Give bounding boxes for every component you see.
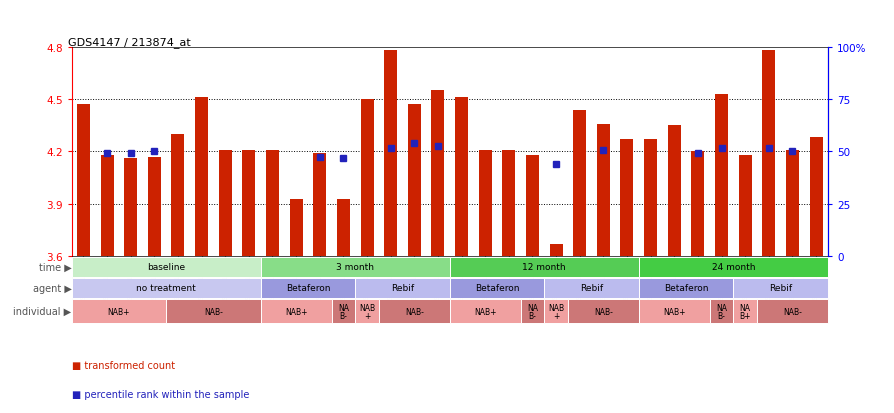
Text: Rebif: Rebif [579, 284, 603, 292]
Text: agent ▶: agent ▶ [33, 283, 72, 293]
Bar [478, 150, 491, 257]
Text: NA
B-: NA B- [527, 303, 537, 320]
Bar [449, 278, 544, 298]
Bar [762, 51, 774, 257]
Bar [449, 299, 520, 324]
Bar [72, 257, 260, 277]
Bar [378, 299, 450, 324]
Bar [714, 95, 727, 257]
Bar [336, 199, 350, 257]
Bar [568, 299, 638, 324]
Bar [148, 157, 161, 257]
Bar [260, 299, 331, 324]
Bar [691, 152, 704, 257]
Bar [520, 299, 544, 324]
Bar [166, 299, 260, 324]
Text: baseline: baseline [147, 263, 185, 272]
Bar [502, 150, 515, 257]
Text: NAB+: NAB+ [662, 307, 685, 316]
Bar [544, 278, 638, 298]
Text: NAB+: NAB+ [284, 307, 307, 316]
Text: NAB-: NAB- [782, 307, 801, 316]
Bar [218, 150, 232, 257]
Bar [526, 156, 538, 257]
Text: individual ▶: individual ▶ [13, 306, 72, 316]
Bar [355, 299, 378, 324]
Bar [77, 105, 89, 257]
Text: Betaferon: Betaferon [474, 284, 519, 292]
Text: NAB-: NAB- [594, 307, 612, 316]
Text: Rebif: Rebif [768, 284, 791, 292]
Text: NAB
+: NAB + [358, 303, 375, 320]
Bar [667, 126, 680, 257]
Text: 12 month: 12 month [522, 263, 565, 272]
Bar [100, 156, 114, 257]
Bar [331, 299, 355, 324]
Bar [709, 299, 732, 324]
Bar [809, 138, 822, 257]
Text: no treatment: no treatment [136, 284, 196, 292]
Bar [72, 299, 166, 324]
Text: Betaferon: Betaferon [663, 284, 707, 292]
Text: time ▶: time ▶ [38, 262, 72, 272]
Bar [124, 159, 137, 257]
Bar [620, 140, 633, 257]
Text: NAB-: NAB- [204, 307, 223, 316]
Text: NAB-: NAB- [404, 307, 423, 316]
Bar [544, 299, 568, 324]
Bar [644, 140, 656, 257]
Bar [638, 257, 827, 277]
Bar [732, 299, 756, 324]
Text: 24 month: 24 month [711, 263, 755, 272]
Bar [242, 150, 255, 257]
Text: NA
B-: NA B- [338, 303, 349, 320]
Bar [260, 278, 355, 298]
Bar [638, 299, 709, 324]
Bar [638, 278, 732, 298]
Bar [408, 105, 420, 257]
Bar [454, 98, 468, 257]
Bar [449, 257, 638, 277]
Bar [172, 135, 184, 257]
Text: NA
B+: NA B+ [738, 303, 750, 320]
Bar [549, 244, 562, 257]
Text: 3 month: 3 month [336, 263, 374, 272]
Text: GDS4147 / 213874_at: GDS4147 / 213874_at [68, 37, 190, 47]
Bar [290, 199, 302, 257]
Text: Rebif: Rebif [391, 284, 414, 292]
Bar [732, 278, 827, 298]
Bar [756, 299, 827, 324]
Bar [785, 150, 798, 257]
Text: NAB
+: NAB + [547, 303, 563, 320]
Bar [72, 278, 260, 298]
Text: NA
B-: NA B- [715, 303, 726, 320]
Text: NAB+: NAB+ [107, 307, 130, 316]
Text: ■ percentile rank within the sample: ■ percentile rank within the sample [72, 389, 249, 399]
Bar [360, 100, 373, 257]
Bar [260, 257, 449, 277]
Bar [738, 156, 751, 257]
Bar [313, 154, 326, 257]
Text: Betaferon: Betaferon [285, 284, 330, 292]
Bar [355, 278, 450, 298]
Bar [195, 98, 207, 257]
Bar [384, 51, 397, 257]
Bar [596, 124, 609, 257]
Bar [431, 91, 444, 257]
Bar [572, 110, 586, 257]
Bar [266, 150, 279, 257]
Text: ■ transformed count: ■ transformed count [72, 361, 174, 370]
Text: NAB+: NAB+ [474, 307, 496, 316]
